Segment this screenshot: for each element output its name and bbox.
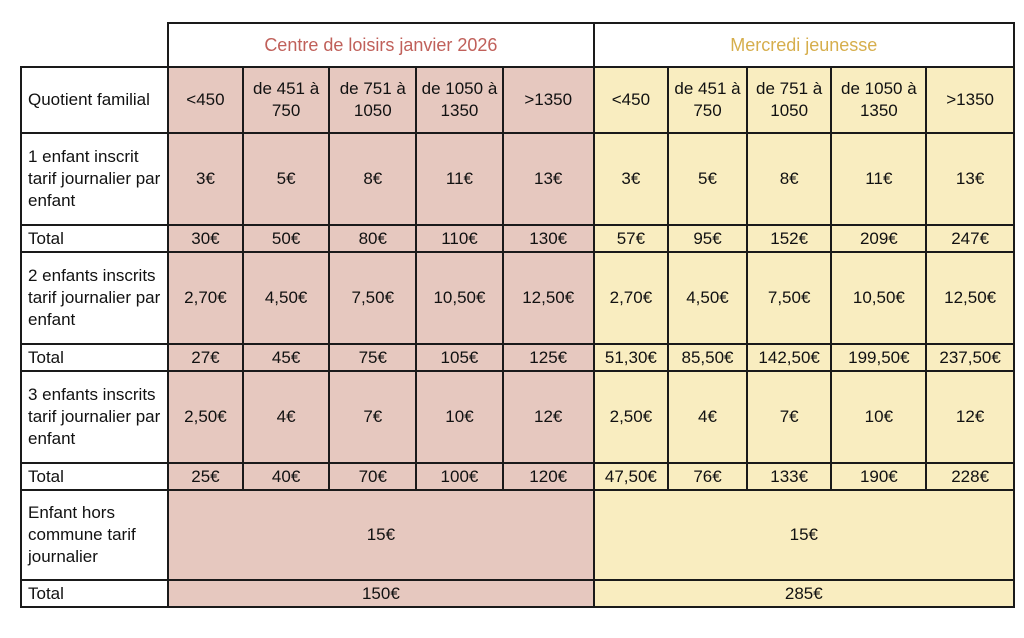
table-cell: 51,30€ (592, 343, 670, 372)
row-label: Total (19, 343, 170, 372)
table-row-3-enfants: 3 enfants inscrits tarif journalier par … (19, 370, 1015, 464)
table-cell: 228€ (925, 462, 1015, 491)
table-row-1-enfant: 1 enfant inscrit tarif journalier par en… (19, 132, 1015, 226)
table-cell: 7€ (745, 370, 833, 464)
table-cell: 76€ (667, 462, 748, 491)
table-cell: 13€ (925, 132, 1015, 226)
table-cell: 45€ (241, 343, 331, 372)
table-cell: 11€ (415, 132, 504, 226)
section-header-row: Centre de loisirs janvier 2026 Mercredi … (21, 22, 1016, 68)
col-header-cl-5: >1350 (501, 66, 595, 134)
table-cell: 3€ (167, 132, 244, 226)
section-title-mercredi-jeunesse: Mercredi jeunesse (592, 22, 1016, 68)
table-cell-merged: 285€ (592, 579, 1016, 608)
table-cell: 100€ (415, 462, 504, 491)
table-cell: 57€ (592, 224, 670, 253)
table-cell: 12,50€ (925, 251, 1015, 345)
table-cell: 209€ (830, 224, 928, 253)
table-row-hors-commune: Enfant hors commune tarif journalier 15€… (19, 489, 1016, 581)
row-label: Total (19, 224, 170, 253)
table-row-total-2: Total 27€ 45€ 75€ 105€ 125€ 51,30€ 85,50… (19, 343, 1015, 372)
table-cell: 142,50€ (745, 343, 833, 372)
table-cell-merged: 15€ (592, 489, 1016, 581)
table-cell-merged: 150€ (167, 579, 595, 608)
table-cell: 5€ (667, 132, 748, 226)
table-cell: 85,50€ (667, 343, 748, 372)
col-header-cl-3: de 751 à 1050 (328, 66, 418, 134)
section-title-centre-loisirs: Centre de loisirs janvier 2026 (167, 22, 595, 68)
table-cell-merged: 15€ (167, 489, 595, 581)
row-label: 3 enfants inscrits tarif journalier par … (19, 370, 170, 464)
row-label: Enfant hors commune tarif journalier (19, 489, 170, 581)
table-cell: 25€ (167, 462, 244, 491)
corner-cell (21, 23, 170, 68)
table-cell: 12€ (501, 370, 595, 464)
table-cell: 8€ (328, 132, 418, 226)
table-cell: 5€ (241, 132, 331, 226)
table-cell: 27€ (167, 343, 244, 372)
table-cell: 110€ (415, 224, 504, 253)
col-header-cl-1: <450 (167, 66, 244, 134)
table-cell: 50€ (241, 224, 331, 253)
col-header-cl-4: de 1050 à 1350 (415, 66, 504, 134)
row-label-quotient: Quotient familial (19, 66, 170, 134)
table-cell: 40€ (241, 462, 331, 491)
table-cell: 10€ (830, 370, 928, 464)
table-cell: 190€ (830, 462, 928, 491)
table-cell: 70€ (328, 462, 418, 491)
table-cell: 4,50€ (667, 251, 748, 345)
table-cell: 7,50€ (328, 251, 418, 345)
table-cell: 47,50€ (592, 462, 670, 491)
table-cell: 4€ (241, 370, 331, 464)
table-cell: 8€ (745, 132, 833, 226)
table-cell: 2,70€ (592, 251, 670, 345)
table-cell: 2,50€ (167, 370, 244, 464)
col-header-mj-5: >1350 (925, 66, 1015, 134)
table-cell: 4€ (667, 370, 748, 464)
table-cell: 3€ (592, 132, 670, 226)
table-cell: 10,50€ (415, 251, 504, 345)
table-cell: 7€ (328, 370, 418, 464)
row-label: Total (19, 462, 170, 491)
col-header-mj-1: <450 (592, 66, 670, 134)
table-cell: 125€ (501, 343, 595, 372)
col-header-mj-2: de 451 à 750 (667, 66, 748, 134)
row-label: 1 enfant inscrit tarif journalier par en… (19, 132, 170, 226)
table-cell: 75€ (328, 343, 418, 372)
table-cell: 10,50€ (830, 251, 928, 345)
table-row-total-hors-commune: Total 150€ 285€ (19, 579, 1016, 608)
table-cell: 12€ (925, 370, 1015, 464)
table-cell: 13€ (501, 132, 595, 226)
table-cell: 30€ (167, 224, 244, 253)
table-cell: 10€ (415, 370, 504, 464)
col-header-mj-4: de 1050 à 1350 (830, 66, 928, 134)
table-cell: 105€ (415, 343, 504, 372)
col-header-mj-3: de 751 à 1050 (745, 66, 833, 134)
table-cell: 95€ (667, 224, 748, 253)
table-cell: 2,50€ (592, 370, 670, 464)
table-row-total-1: Total 30€ 50€ 80€ 110€ 130€ 57€ 95€ 152€… (19, 224, 1015, 253)
table-row-2-enfants: 2 enfants inscrits tarif journalier par … (19, 251, 1015, 345)
col-header-cl-2: de 451 à 750 (241, 66, 331, 134)
table-cell: 199,50€ (830, 343, 928, 372)
quotient-row: Quotient familial <450 de 451 à 750 de 7… (19, 66, 1015, 134)
table-cell: 152€ (745, 224, 833, 253)
table-cell: 80€ (328, 224, 418, 253)
row-label: 2 enfants inscrits tarif journalier par … (19, 251, 170, 345)
table-cell: 12,50€ (501, 251, 595, 345)
table-cell: 11€ (830, 132, 928, 226)
table-cell: 120€ (501, 462, 595, 491)
table-cell: 130€ (501, 224, 595, 253)
table-cell: 133€ (745, 462, 833, 491)
table-cell: 2,70€ (167, 251, 244, 345)
tarifs-table: Centre de loisirs janvier 2026 Mercredi … (19, 22, 1016, 608)
table-row-total-3: Total 25€ 40€ 70€ 100€ 120€ 47,50€ 76€ 1… (19, 462, 1015, 491)
table-cell: 237,50€ (925, 343, 1015, 372)
table-cell: 7,50€ (745, 251, 833, 345)
row-label: Total (19, 579, 170, 608)
table-cell: 4,50€ (241, 251, 331, 345)
table-cell: 247€ (925, 224, 1015, 253)
